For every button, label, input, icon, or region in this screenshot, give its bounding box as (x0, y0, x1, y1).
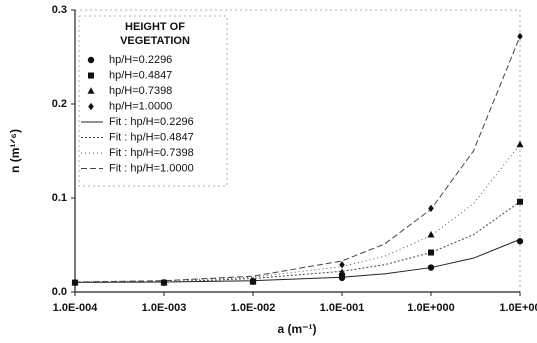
data-point (516, 140, 524, 148)
fit-line (74, 36, 521, 283)
x-tick-label: 1.0E-003 (142, 302, 187, 314)
fit-line (74, 201, 521, 283)
y-axis-label: n (m¹ᐟ⁶) (8, 129, 22, 173)
legend-label: Fit : hp/H=0.7398 (109, 147, 194, 159)
legend-label: hp/H=0.7398 (109, 85, 172, 97)
data-point (516, 238, 524, 245)
x-axis-label: a (m⁻¹) (278, 322, 317, 336)
data-point (427, 264, 435, 271)
plot-frame (74, 9, 521, 293)
legend-label: hp/H=0.4847 (109, 69, 172, 81)
data-point (428, 204, 434, 212)
y-tick-label: 0.2 (52, 98, 67, 110)
data-point (427, 230, 435, 238)
y-tick-label: 0.0 (52, 286, 67, 298)
data-point (428, 249, 434, 256)
legend-label: Fit : hp/H=0.2296 (109, 116, 194, 128)
fit-line (74, 238, 521, 283)
legend-box (78, 15, 228, 187)
x-tick-label: 1.0E-001 (320, 302, 365, 314)
legend-label: hp/H=1.0000 (109, 100, 172, 112)
data-point (517, 198, 523, 205)
legend-marker (87, 87, 95, 94)
legend-label: hp/H=0.2296 (109, 54, 172, 66)
legend-marker (88, 102, 94, 111)
x-tick-label: 1.0E-002 (231, 302, 276, 314)
data-point (339, 273, 345, 280)
data-point (339, 261, 345, 269)
legend-title: HEIGHT OF (125, 21, 185, 33)
x-tick-label: 1.0E+00 (499, 302, 537, 314)
data-point (338, 268, 346, 276)
data-point (161, 279, 167, 287)
legend-marker (88, 72, 94, 79)
data-point (517, 32, 523, 40)
y-tick-label: 0.3 (52, 4, 67, 16)
legend-label: Fit : hp/H=0.4847 (109, 131, 194, 143)
data-point (72, 279, 78, 287)
y-tick-label: 0.1 (52, 192, 67, 204)
legend-title: VEGETATION (120, 35, 190, 47)
legend-label: Fit : hp/H=1.0000 (109, 162, 194, 174)
x-tick-label: 1.0E-004 (53, 302, 99, 314)
legend-marker (87, 56, 95, 64)
data-point (250, 277, 256, 285)
x-tick-label: 1.0E+000 (407, 302, 454, 314)
